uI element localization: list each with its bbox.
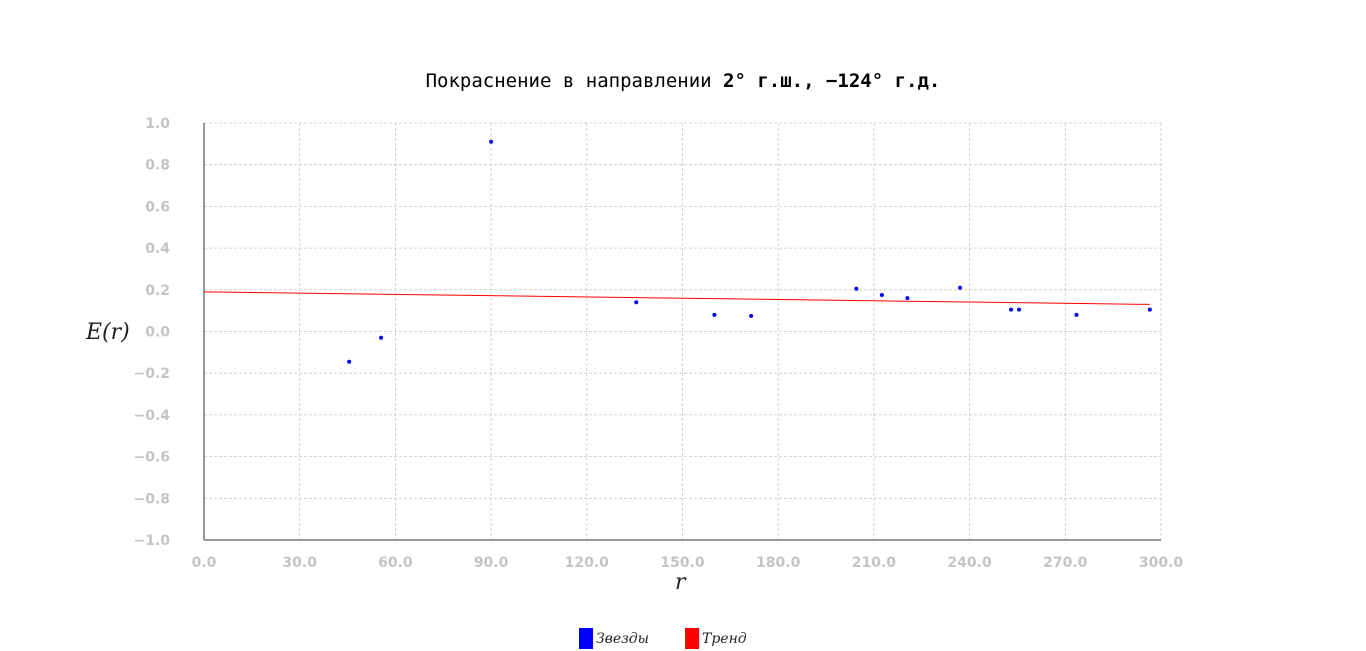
x-tick-label: 90.0: [474, 555, 509, 571]
star-point: [958, 285, 963, 290]
y-tick-label: −0.8: [133, 491, 170, 507]
chart-title-coords: 2° г.ш., −124° г.д.: [723, 70, 941, 92]
star-point: [1074, 312, 1079, 317]
y-tick-label: 0.8: [145, 158, 170, 174]
series: [203, 139, 1152, 364]
legend-item-trend: Тренд: [685, 628, 747, 649]
star-point: [749, 313, 754, 318]
star-point: [879, 293, 884, 298]
y-tick-label: −0.2: [133, 366, 170, 382]
tick-labels: 0.0 30.0 60.0 90.0 120.0 150.0 180.0 210.0 240.0…: [133, 116, 1183, 571]
x-tick-label: 240.0: [947, 555, 992, 571]
y-tick-label: 0.0: [145, 325, 170, 341]
grid: [203, 122, 1162, 541]
legend-swatch-trend: [685, 628, 699, 649]
x-tick-label: 0.0: [192, 555, 217, 571]
chart-title-prefix: Покраснение в направлении: [425, 70, 724, 92]
y-tick-label: −1.0: [133, 533, 170, 549]
y-tick-label: −0.4: [133, 408, 170, 424]
chart-title: Покраснение в направлении 2° г.ш., −124°…: [0, 70, 1366, 92]
y-tick-label: 0.2: [145, 283, 170, 299]
star-point: [634, 300, 639, 305]
x-tick-label: 60.0: [378, 555, 413, 571]
axes: [203, 123, 1161, 541]
x-tick-label: 150.0: [660, 555, 705, 571]
y-tick-label: 0.6: [145, 199, 170, 215]
star-point: [347, 359, 352, 364]
y-tick-label: 1.0: [145, 116, 170, 132]
legend-swatch-stars: [579, 628, 593, 649]
x-tick-label: 270.0: [1043, 555, 1088, 571]
x-tick-label: 300.0: [1139, 555, 1184, 571]
star-point: [712, 312, 717, 317]
legend-item-stars: Звезды: [579, 628, 649, 649]
star-point: [1147, 307, 1152, 312]
star-point: [1017, 307, 1022, 312]
star-point: [1009, 307, 1014, 312]
x-tick-label: 210.0: [852, 555, 897, 571]
star-point: [905, 296, 910, 301]
trend-line: [203, 291, 1150, 305]
star-point: [489, 139, 494, 144]
x-axis-label: r: [675, 570, 686, 595]
star-point: [379, 335, 384, 340]
x-tick-label: 30.0: [282, 555, 317, 571]
y-tick-label: 0.4: [145, 241, 170, 257]
x-tick-label: 120.0: [565, 555, 610, 571]
y-tick-label: −0.6: [133, 450, 170, 466]
x-tick-label: 180.0: [756, 555, 801, 571]
star-point: [854, 286, 859, 291]
legend-label-stars: Звезды: [596, 630, 650, 647]
y-axis-label: E(r): [86, 320, 130, 345]
legend-label-trend: Тренд: [702, 630, 747, 647]
